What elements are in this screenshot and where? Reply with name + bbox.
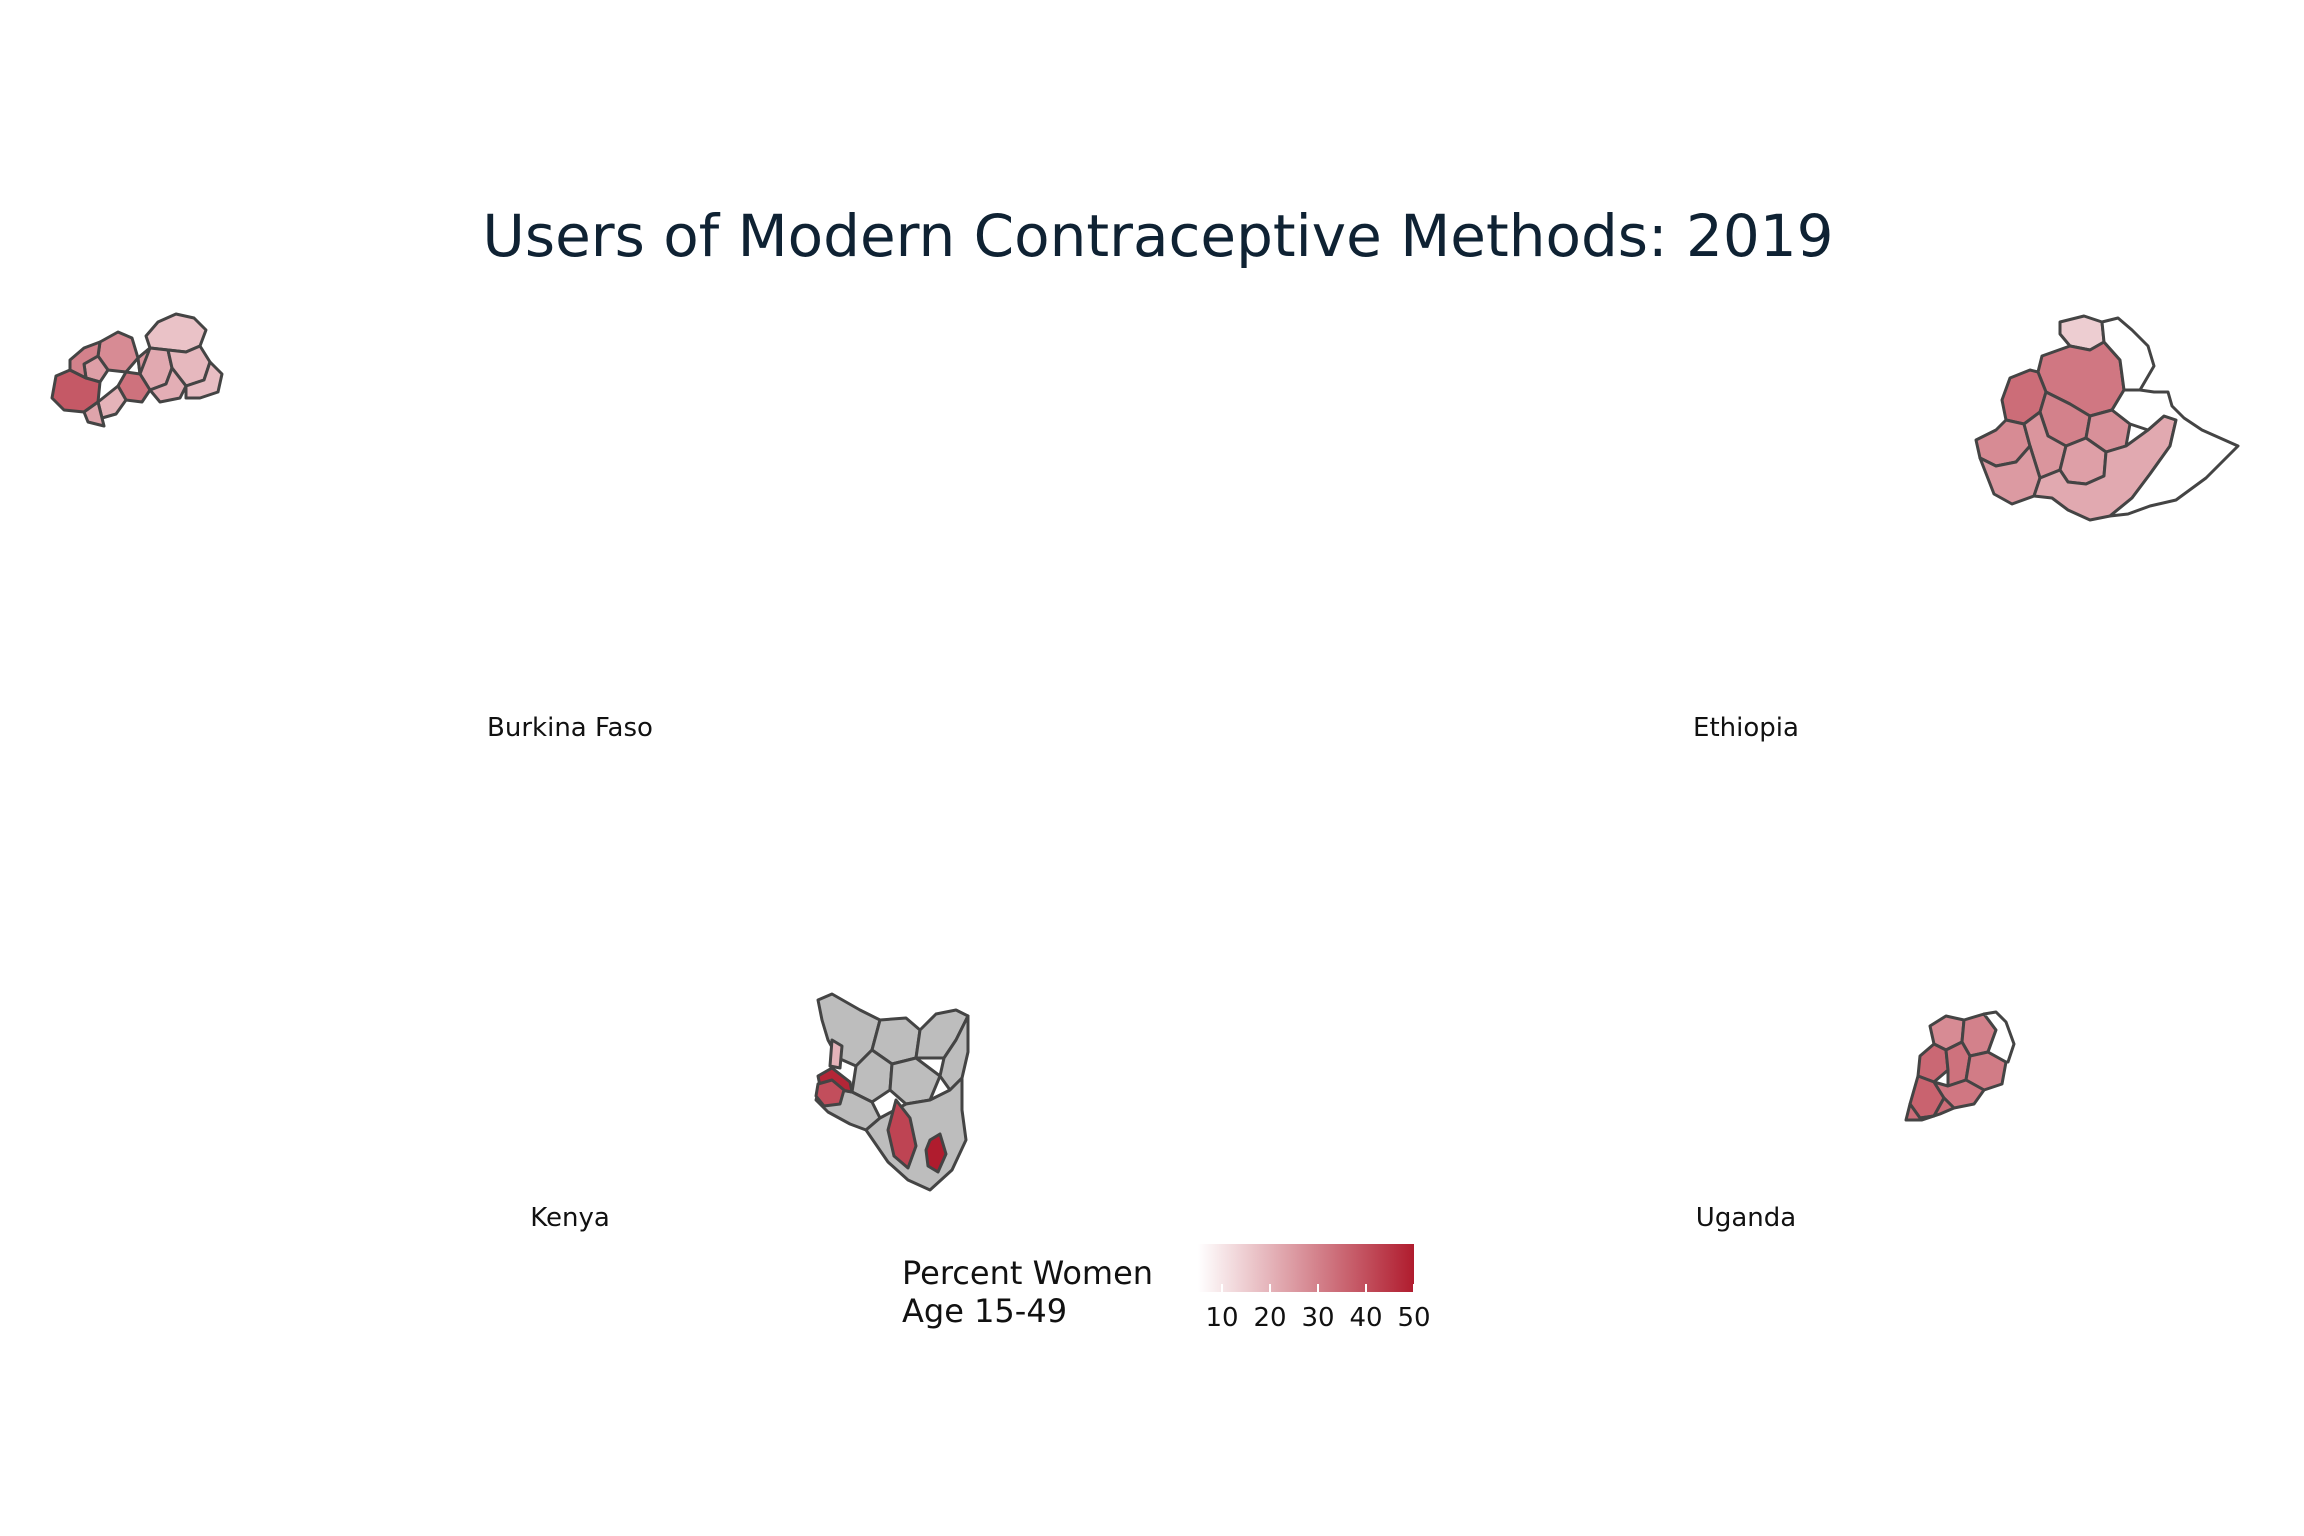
facet-kenya: Kenya [530,992,970,1233]
map-region [82,400,106,428]
map-region [924,1132,948,1174]
map-region [184,360,224,400]
map-region [828,1038,844,1070]
kenya-map [814,992,970,1192]
map-region [814,1078,846,1108]
uganda-map [1904,1010,2016,1122]
chart-title: Users of Modern Contraceptive Methods: 2… [482,202,1833,270]
map-region [2100,316,2156,392]
map-region [136,346,152,376]
legend-tick-label: 50 [1397,1303,1430,1333]
legend: Percent Women Age 15-49 10 20 30 40 50 [902,1244,1431,1333]
legend-tick-label: 10 [1205,1303,1238,1333]
facet-label-kenya: Kenya [530,1203,610,1233]
ethiopia-map [1974,314,2240,522]
facet-label-burkina-faso: Burkina Faso [487,713,653,743]
facet-label-uganda: Uganda [1696,1203,1796,1233]
facet-uganda: Uganda [1696,1010,2016,1233]
map-region [1982,1010,2016,1064]
map-region [68,340,102,380]
legend-tick-label: 40 [1349,1303,1382,1333]
map-region [1904,1096,1956,1122]
legend-ticks: 10 20 30 40 50 [1205,1284,1431,1333]
facet-ethiopia: Ethiopia [1693,314,2240,743]
burkina-faso-map [50,312,224,428]
legend-tick-label: 20 [1253,1303,1286,1333]
map-region [886,1098,918,1170]
map-region [938,1014,970,1092]
legend-title-line2: Age 15-49 [902,1292,1067,1330]
map-region [2108,388,2240,518]
legend-title-line1: Percent Women [902,1254,1153,1292]
facet-label-ethiopia: Ethiopia [1693,713,1799,743]
legend-tick-label: 30 [1301,1303,1334,1333]
legend-color-bar [1198,1244,1414,1292]
facet-burkina-faso: Burkina Faso [50,312,653,743]
